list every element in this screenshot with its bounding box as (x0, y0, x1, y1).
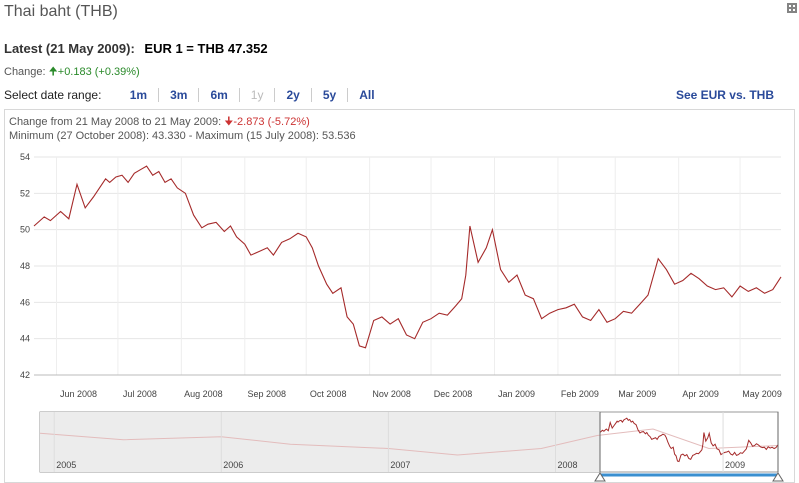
x-tick-label: Jun 2008 (60, 389, 97, 399)
daily-change: Change: 🠉+0.183 (+0.39%) (4, 63, 140, 82)
y-tick-label: 50 (20, 225, 30, 235)
page-title: Thai baht (THB) (4, 3, 118, 20)
date-range-selector: Select date range: 1m 3m 6m 1y 2y 5y All See E… (4, 88, 791, 102)
x-tick-label: May 2009 (742, 389, 782, 399)
range-6m-button[interactable]: 6m (199, 88, 240, 102)
change-value: +0.183 (+0.39%) (57, 66, 140, 78)
period-change-value: -2.873 (-5.72%) (233, 116, 310, 128)
navigator-shade (40, 412, 600, 472)
compare-link[interactable]: See EUR vs. THB (675, 88, 774, 102)
range-3m-button[interactable]: 3m (159, 88, 200, 102)
down-arrow-icon: 🠋 (224, 116, 234, 128)
period-change: Change from 21 May 2008 to 21 May 2009: … (9, 113, 310, 132)
navigator-selected-line (599, 417, 779, 463)
x-tick-label: Apr 2009 (682, 389, 719, 399)
period-change-label: Change from 21 May 2008 to 21 May 2009: (9, 116, 222, 128)
y-tick-label: 44 (20, 334, 30, 344)
y-tick-label: 42 (20, 370, 30, 380)
x-tick-label: Feb 2009 (561, 389, 599, 399)
x-tick-label: Dec 2008 (434, 389, 473, 399)
latest-label: Latest (21 May 2009): (4, 41, 135, 56)
navigator-left-handle[interactable] (594, 472, 606, 482)
latest-rate: Latest (21 May 2009): EUR 1 = THB 47.352 (4, 41, 268, 56)
x-tick-label: Oct 2008 (310, 389, 347, 399)
range-all-button[interactable]: All (359, 88, 375, 102)
range-5y-button[interactable]: 5y (312, 88, 349, 102)
range-1y-button: 1y (240, 88, 276, 102)
navigator-year-label: 2008 (558, 460, 578, 470)
range-2y-button[interactable]: 2y (275, 88, 312, 102)
qr-code-icon (787, 3, 797, 13)
navigator-year-label: 2005 (56, 460, 76, 470)
y-tick-label: 52 (20, 188, 30, 198)
navigator-year-label: 2006 (223, 460, 243, 470)
change-label: Change: (4, 66, 46, 78)
range-label: Select date range: (4, 88, 102, 102)
x-tick-label: Mar 2009 (618, 389, 656, 399)
latest-value: EUR 1 = THB 47.352 (144, 41, 268, 56)
x-tick-label: Jul 2008 (123, 389, 157, 399)
x-tick-label: Aug 2008 (184, 389, 223, 399)
x-tick-label: Jan 2009 (498, 389, 535, 399)
y-tick-label: 46 (20, 297, 30, 307)
rate-line (33, 165, 782, 349)
y-tick-label: 54 (20, 152, 30, 162)
range-1m-button[interactable]: 1m (119, 88, 160, 102)
navigator-year-label: 2009 (725, 460, 745, 470)
navigator-year-label: 2007 (390, 460, 410, 470)
navigator-right-handle[interactable] (772, 472, 784, 482)
min-max-text: Minimum (27 October 2008): 43.330 - Maxi… (9, 130, 356, 142)
y-tick-label: 48 (20, 261, 30, 271)
up-arrow-icon: 🠉 (48, 66, 58, 78)
x-tick-label: Sep 2008 (248, 389, 287, 399)
x-tick-label: Nov 2008 (372, 389, 411, 399)
navigator-history-line (39, 428, 779, 456)
